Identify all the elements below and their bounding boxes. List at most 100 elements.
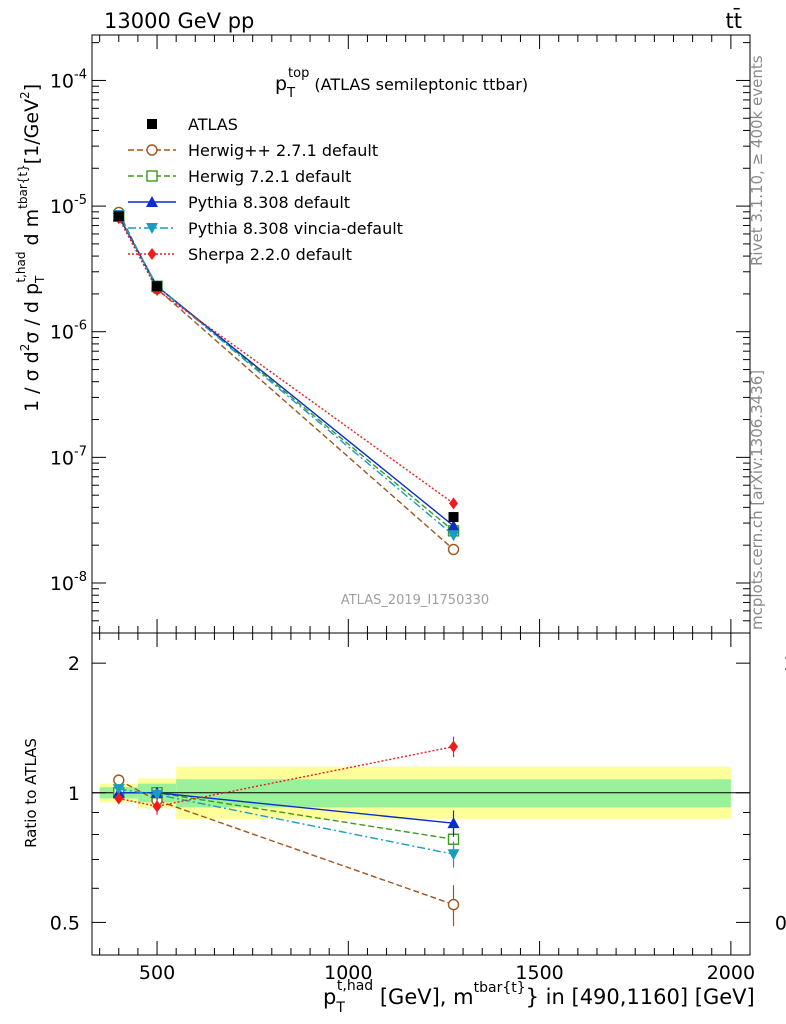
legend-label: Pythia 8.308 vincia-default bbox=[188, 219, 403, 238]
main-y-tick-label-base: 10 bbox=[50, 70, 74, 92]
main-y-axis-label: 1 / σ d2σ / d pTt,had d mtbar{t}[1/GeV2] bbox=[14, 84, 47, 412]
plot-title-rest: (ATLAS semileptonic ttbar) bbox=[309, 75, 528, 94]
legend-entry: ATLAS bbox=[147, 115, 238, 134]
ylabel-g: tbar{t} bbox=[16, 164, 30, 209]
series-line bbox=[118, 215, 454, 532]
data-point bbox=[449, 497, 459, 510]
main-y-tick-label-base: 10 bbox=[50, 573, 74, 595]
ratio-series-group bbox=[112, 736, 460, 927]
main-y-tick-label-exp: -8 bbox=[74, 570, 87, 585]
mcplots-label: mcplots.cern.ch [arXiv:1306.3436] bbox=[748, 370, 766, 630]
data-point bbox=[447, 543, 460, 556]
ratio-point bbox=[447, 817, 460, 829]
legend-entry: Herwig 7.2.1 default bbox=[128, 167, 351, 186]
legend-label: ATLAS bbox=[188, 115, 238, 134]
ratio-point bbox=[447, 849, 460, 861]
ylabel-i: 2 bbox=[18, 91, 32, 99]
legend-label: Pythia 8.308 default bbox=[188, 193, 350, 212]
legend-entry: Pythia 8.308 vincia-default bbox=[128, 219, 403, 238]
plot-title-p: p bbox=[275, 73, 287, 95]
ratio-x-tick-label: 1500 bbox=[515, 962, 563, 984]
ratio-y-axis-label: Ratio to ATLAS bbox=[22, 738, 40, 848]
data-point bbox=[448, 512, 459, 523]
main-y-axis: 10-810-710-610-510-4 bbox=[50, 42, 750, 634]
main-y-tick-label: 10-5 bbox=[50, 193, 87, 218]
main-y-tick-label-base: 10 bbox=[50, 447, 74, 469]
xlabel-e: tbar{t} bbox=[474, 980, 526, 996]
ratio-x-tick-label: 500 bbox=[139, 962, 175, 984]
plot-title-sub: T bbox=[286, 86, 295, 101]
ratio-y-tick-label-right: 0.5 bbox=[775, 912, 786, 934]
main-y-tick-label-exp: -5 bbox=[74, 193, 87, 208]
process-label: tt̄ bbox=[726, 8, 742, 33]
data-point bbox=[447, 519, 460, 531]
data-point bbox=[113, 211, 124, 222]
data-point bbox=[152, 281, 163, 292]
data-point bbox=[447, 530, 460, 542]
legend-marker bbox=[146, 170, 158, 182]
ylabel-h: [1/GeV bbox=[21, 99, 43, 164]
ratio-y-tick-label-right: 1 bbox=[784, 783, 786, 805]
main-y-tick-label: 10-8 bbox=[50, 570, 87, 595]
main-y-tick-label: 10-4 bbox=[50, 67, 87, 92]
legend-marker bbox=[146, 144, 158, 156]
main-y-tick-label-base: 10 bbox=[50, 196, 74, 218]
ratio-plot-frame bbox=[91, 632, 751, 956]
beam-label: 13000 GeV pp bbox=[104, 9, 254, 33]
main-y-tick-label: 10-6 bbox=[50, 319, 87, 344]
ratio-line bbox=[118, 745, 454, 808]
rivet-label: Rivet 3.1.10, ≥ 400k events bbox=[748, 55, 766, 266]
main-series-group bbox=[112, 206, 460, 556]
ratio-point bbox=[114, 792, 124, 805]
ratio-y-tick-label: 2 bbox=[68, 653, 80, 675]
xlabel-a: p bbox=[323, 985, 336, 1009]
legend-entry: Sherpa 2.2.0 default bbox=[128, 245, 352, 264]
main-x-axis bbox=[99, 35, 751, 633]
ratio-x-tick-label: 2000 bbox=[707, 962, 755, 984]
legend-label: Herwig++ 2.7.1 default bbox=[188, 141, 378, 160]
ratio-point bbox=[113, 774, 125, 786]
ratio-point bbox=[447, 898, 460, 911]
main-y-tick-label: 10-7 bbox=[50, 444, 87, 469]
xlabel-d: [GeV], m bbox=[373, 985, 473, 1009]
legend-marker bbox=[147, 248, 157, 260]
ratio-point bbox=[152, 800, 162, 813]
xlabel-c: T bbox=[335, 1000, 345, 1016]
ratio-y-tick-label-right: 2 bbox=[784, 653, 786, 675]
main-y-tick-label-base: 10 bbox=[50, 322, 74, 344]
legend-label: Sherpa 2.2.0 default bbox=[188, 245, 352, 264]
ratio-series-pythia-8-308-vincia-default bbox=[112, 784, 460, 868]
ratio-y-tick-label: 0.5 bbox=[50, 912, 80, 934]
main-panel: 10-810-710-610-510-4 pTtop (ATLAS semile… bbox=[14, 34, 751, 634]
ratio-x-tick-label: 1000 bbox=[324, 962, 372, 984]
ratio-point bbox=[112, 784, 125, 796]
legend-entry: Pythia 8.308 default bbox=[128, 193, 350, 212]
ratio-line bbox=[118, 779, 454, 906]
ratio-x-axis: 500 1000 1500 2000 bbox=[99, 633, 755, 984]
ratio-point bbox=[449, 740, 459, 753]
xlabel-b: t,had bbox=[337, 978, 373, 994]
plot-title-sup: top bbox=[288, 66, 309, 81]
ratio-panel: 0.5 0.5 1 1 2 2 500 1000 1500 2000 Ratio to ATLA… bbox=[22, 632, 786, 1016]
x-axis-label: pTt,had [GeV], mtbar{t}} in [490,1160] [… bbox=[323, 978, 755, 1016]
ylabel-a: 1 / σ d bbox=[21, 351, 43, 412]
legend: ATLAS Herwig++ 2.7.1 default Herwig 7.2.1 … bbox=[128, 115, 403, 264]
analysis-watermark: ATLAS_2019_I1750330 bbox=[341, 593, 489, 608]
ylabel-d: t,had bbox=[14, 252, 28, 283]
plot-title: pTtop (ATLAS semileptonic ttbar) bbox=[275, 66, 528, 101]
main-y-tick-label-exp: -4 bbox=[74, 67, 87, 82]
series-atlas bbox=[113, 211, 459, 523]
legend-label: Herwig 7.2.1 default bbox=[188, 167, 351, 186]
ylabel-e: T bbox=[33, 275, 47, 284]
ylabel-b: 2 bbox=[18, 344, 32, 352]
ylabel-c: σ / d p bbox=[21, 283, 43, 344]
legend-marker bbox=[147, 119, 157, 129]
legend-marker bbox=[146, 196, 158, 207]
ratio-series-sherpa-2-2-0-default bbox=[114, 736, 459, 815]
ylabel-f: d m bbox=[21, 209, 43, 252]
main-y-tick-label-exp: -6 bbox=[74, 319, 87, 334]
ratio-y-tick-label: 1 bbox=[68, 783, 80, 805]
xlabel-f: } in [490,1160] [GeV] bbox=[526, 985, 755, 1009]
legend-entry: Herwig++ 2.7.1 default bbox=[128, 141, 378, 160]
